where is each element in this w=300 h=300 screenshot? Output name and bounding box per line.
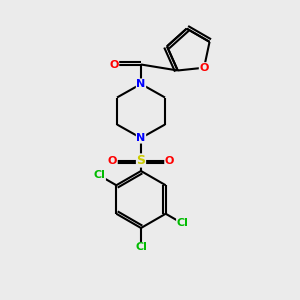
Text: O: O (109, 59, 119, 70)
Text: Cl: Cl (135, 242, 147, 253)
Text: O: O (108, 155, 117, 166)
Text: Cl: Cl (94, 170, 105, 181)
Text: O: O (165, 155, 174, 166)
Text: N: N (136, 79, 146, 89)
Text: O: O (200, 63, 209, 73)
Text: Cl: Cl (177, 218, 188, 229)
Text: N: N (136, 133, 146, 143)
Text: S: S (136, 154, 146, 167)
